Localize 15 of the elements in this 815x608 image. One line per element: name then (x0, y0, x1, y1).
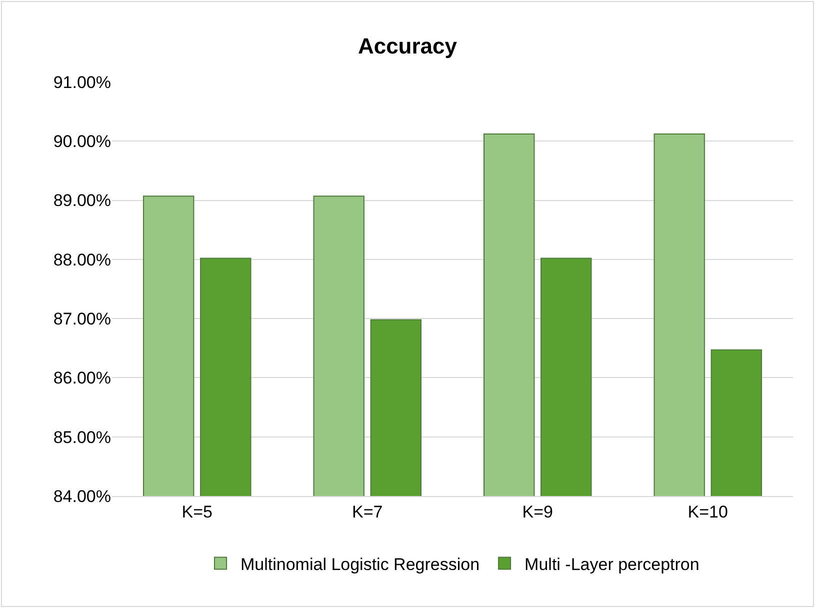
chart-title: Accuracy (358, 34, 458, 59)
y-tick-label: 90.00% (53, 132, 111, 152)
y-tick-label: 88.00% (53, 250, 111, 270)
x-tick-label: K=9 (522, 502, 553, 522)
x-tick-label: K=5 (182, 502, 212, 522)
y-tick-label: 85.00% (53, 428, 111, 447)
y-tick-label: 89.00% (53, 191, 111, 210)
y-tick-label: 91.00% (53, 72, 111, 92)
y-tick-label: 84.00% (53, 486, 111, 506)
legend-label: Multi -Layer perceptron (524, 554, 700, 574)
legend-label: Multinomial Logistic Regression (240, 554, 480, 574)
y-tick-label: 86.00% (53, 368, 111, 388)
x-tick-label: K=7 (352, 502, 383, 522)
y-tick-label: 87.00% (53, 310, 111, 329)
x-tick-label: K=10 (688, 502, 728, 522)
